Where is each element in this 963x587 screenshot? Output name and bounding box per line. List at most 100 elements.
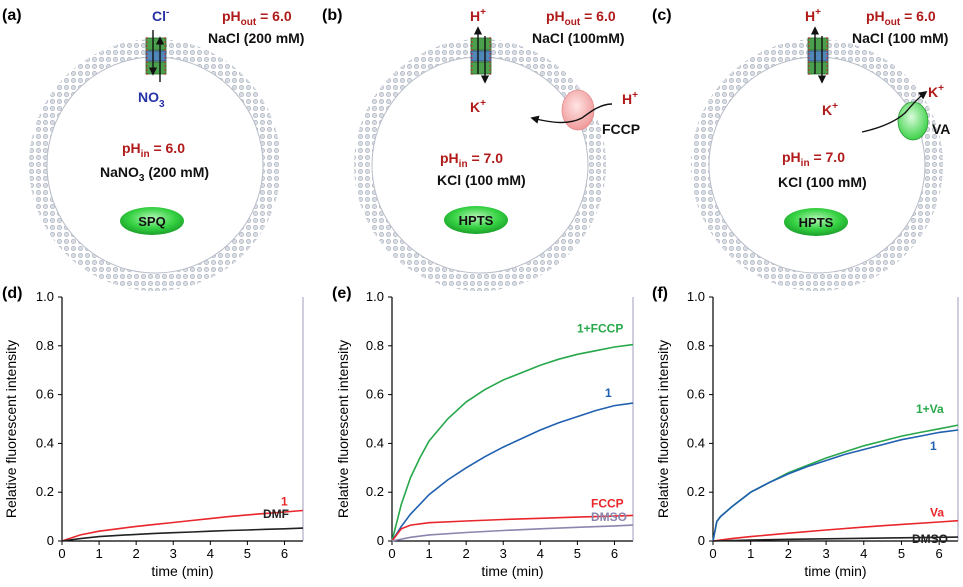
ion-label-bottom: K+ [470,98,486,115]
series-label: FCCP [591,496,624,510]
y-tick-label: 1.0 [366,289,384,304]
vesicle-inner [708,56,926,274]
series-label: 1+FCCP [577,322,623,336]
y-tick-label: 0.6 [36,387,54,402]
y-axis-label: Relative fluorescent intensity [3,340,19,518]
dye-ellipse [120,207,184,235]
inner-salt: NaNO3 (200 mM) [100,164,209,184]
x-tick-label: 1 [425,546,432,561]
y-tick-label: 0.8 [366,338,384,353]
x-tick-label: 0 [58,546,65,561]
y-axis-label: Relative fluorescent intensity [655,340,671,518]
series-label: DMSO [591,510,627,524]
series-line [712,536,959,542]
series-label: 1 [281,495,288,509]
y-tick-label: 0 [47,533,54,548]
transporter-channel [145,37,167,75]
chart-e: 0 0.2 0.4 0.6 0.8 1.0 0 1 2 3 4 5 6 time (min) Relativ… [335,289,634,579]
x-tick-label: 6 [936,546,943,561]
ph-out: pHout = 6.0 [866,8,936,28]
x-axis-label: time (min) [151,563,213,579]
series-line [712,519,959,542]
series-label: Va [930,506,944,520]
panel-label-b: (b) [322,7,342,24]
x-tick-label: 2 [463,546,470,561]
y-tick-label: 0.4 [687,435,705,450]
y-tick-label: 0.4 [36,435,54,450]
ph-in: pHin = 6.0 [122,140,185,160]
series-label: 1 [605,386,612,400]
x-tick-label: 2 [133,546,140,561]
ion-label-bottom: K+ [822,101,838,118]
ion-label-top: H+ [805,7,821,24]
x-tick-label: 4 [860,546,867,561]
y-axis-label: Relative fluorescent intensity [335,340,351,518]
series-label: 1 [930,439,937,453]
y-tick-label: 0.2 [687,484,705,499]
panel-label-c: (c) [652,7,672,24]
y-tick-label: 1.0 [687,289,705,304]
dye-ellipse [784,208,848,236]
x-tick-label: 1 [747,546,754,561]
panel-label-a: (a) [2,7,22,24]
x-axis-label: time (min) [804,563,866,579]
y-tick-label: 0.6 [366,387,384,402]
y-tick-label: 0 [698,533,705,548]
carrier-ion: K+ [928,83,944,100]
y-tick-label: 0.2 [36,484,54,499]
y-tick-label: 0.8 [36,338,54,353]
y-tick-label: 0.8 [687,338,705,353]
chart-f: 0 0.2 0.4 0.6 0.8 1.0 0 1 2 3 4 5 6 time (min) Relativ… [655,289,959,579]
ion-label-top: H+ [470,7,486,24]
series-line [712,429,959,542]
x-tick-label: 4 [537,546,544,561]
transporter-channel [807,37,829,75]
x-tick-label: 6 [281,546,288,561]
diagram-b: (b) H+ K+ pHout = 6.0 NaCl (100mM) H+ FC… [322,7,640,291]
series-line [391,343,634,542]
panel-label-d: (d) [2,285,22,302]
y-tick-label: 0 [377,533,384,548]
dye-label: SPQ [138,214,165,229]
carrier-fccp [561,89,595,131]
carrier-ion: H+ [622,90,638,107]
y-tick-label: 0.2 [366,484,384,499]
chart-d: 0 0.2 0.4 0.6 0.8 1.0 0 1 2 3 4 5 6 time (min) Relativ… [3,289,304,579]
x-tick-label: 5 [574,546,581,561]
carrier-label: FCCP [602,121,640,137]
dye-label: HPTS [799,215,834,230]
series-line [391,514,634,542]
carrier-arrow [530,103,613,124]
series-label: DMSO [912,532,948,546]
x-tick-label: 3 [500,546,507,561]
series-line [391,524,634,542]
x-axis-label: time (min) [481,563,543,579]
x-tick-label: 0 [388,546,395,561]
dye-ellipse [444,206,508,234]
x-tick-label: 3 [822,546,829,561]
diagram-c: (c) H+ K+ pHout = 6.0 NaCl (100 mM) K+ V… [652,7,950,291]
inner-salt: KCl (100 mM) [778,174,867,190]
x-tick-label: 0 [709,546,716,561]
x-tick-label: 1 [95,546,102,561]
panel-label-f: (f) [652,285,668,302]
outer-salt: NaCl (100 mM) [852,30,948,46]
series-line [61,509,304,542]
outer-salt: NaCl (100mM) [532,30,625,46]
y-tick-label: 0.6 [687,387,705,402]
y-tick-label: 0.4 [366,435,384,450]
series-line [391,402,634,542]
ion-label-top: Cl- [152,7,169,24]
ph-out: pHout = 6.0 [546,8,616,28]
series-line [61,527,304,542]
x-tick-label: 6 [611,546,618,561]
series-label: 1+Va [916,402,944,416]
x-tick-label: 4 [207,546,214,561]
x-tick-label: 5 [244,546,251,561]
panel-label-e: (e) [332,285,352,302]
y-tick-label: 1.0 [36,289,54,304]
x-tick-label: 5 [898,546,905,561]
inner-salt: KCl (100 mM) [437,172,526,188]
carrier-arrow [861,90,928,133]
